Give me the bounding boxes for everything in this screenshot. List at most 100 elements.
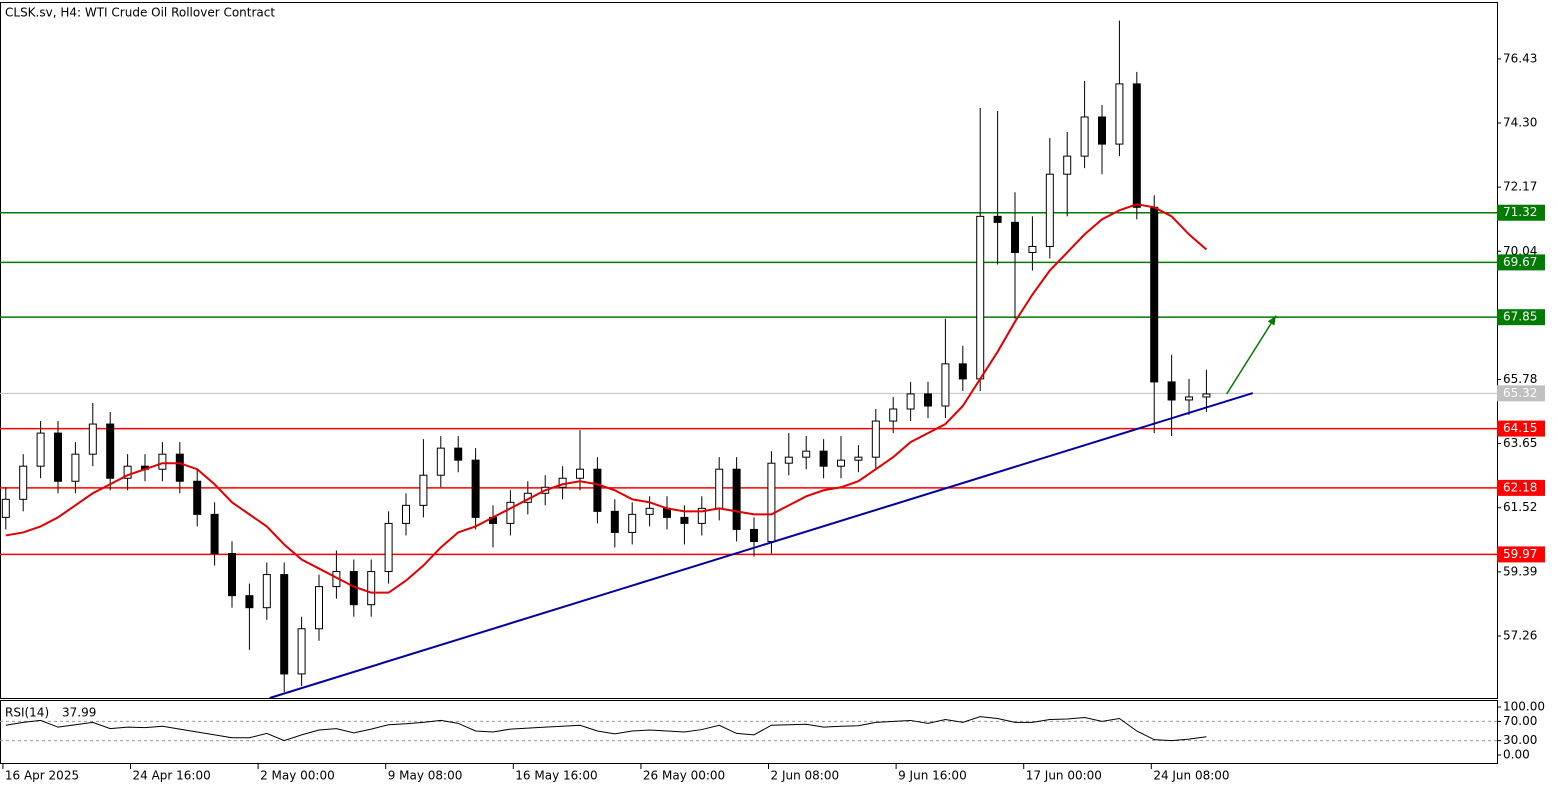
trendline xyxy=(269,392,1254,699)
level-label: 64.15 xyxy=(1503,421,1537,435)
candle-body xyxy=(1011,221,1020,253)
main-pane xyxy=(0,2,1498,699)
candle-body xyxy=(854,456,863,461)
candle-body xyxy=(1028,245,1037,253)
rsi-line xyxy=(5,716,1207,742)
candle-body xyxy=(1063,155,1072,175)
level-label: 62.18 xyxy=(1503,480,1537,494)
candle-body xyxy=(54,432,63,482)
candle-body xyxy=(315,586,324,630)
candle-body xyxy=(384,522,393,573)
y-tick-label: 63.65 xyxy=(1503,436,1537,450)
candle-body xyxy=(71,453,80,482)
candle-body xyxy=(506,501,515,524)
y-tick-label: 72.17 xyxy=(1503,180,1537,194)
x-tick-label: 9 May 08:00 xyxy=(388,769,463,783)
candle-body xyxy=(871,420,880,458)
chart-title: CLSK.sv, H4: WTI Crude Oil Rollover Cont… xyxy=(5,6,275,20)
candle-body xyxy=(367,571,376,606)
level-tag xyxy=(1497,254,1545,271)
candle-body xyxy=(123,465,132,479)
candle-body xyxy=(454,447,463,461)
candle-body xyxy=(280,574,289,675)
x-tick-label: 24 Jun 08:00 xyxy=(1153,769,1229,783)
candle-body xyxy=(1098,116,1107,145)
candle-body xyxy=(750,528,759,542)
rsi-name: RSI(14) xyxy=(5,706,49,720)
candle-body xyxy=(976,215,985,380)
candle-body xyxy=(837,459,846,467)
x-tick-label: 16 Apr 2025 xyxy=(5,769,79,783)
candle-body xyxy=(802,450,811,458)
candle-body xyxy=(262,574,271,609)
y-tick-label: 57.26 xyxy=(1503,628,1537,642)
candle-body xyxy=(697,507,706,524)
candle-body xyxy=(1185,396,1194,401)
x-tick-label: 9 Jun 16:00 xyxy=(898,769,967,783)
candle-body xyxy=(106,423,115,479)
y-tick-label: 65.78 xyxy=(1503,372,1537,386)
candle-body xyxy=(1115,83,1124,145)
candle-body xyxy=(228,553,237,597)
candle-body xyxy=(19,465,28,500)
candle-body xyxy=(1150,206,1159,383)
candle-body xyxy=(715,468,724,509)
candle-body xyxy=(610,510,619,533)
candle-body xyxy=(1045,173,1054,247)
level-label: 65.32 xyxy=(1503,386,1537,400)
candle-body xyxy=(732,468,741,530)
candle-body xyxy=(993,215,1002,223)
rsi-tick-label: 0.00 xyxy=(1503,748,1530,762)
rsi-tick-label: 70.00 xyxy=(1503,714,1537,728)
candle-body xyxy=(1167,381,1176,401)
candle-body xyxy=(193,480,202,515)
y-tick-label: 61.52 xyxy=(1503,500,1537,514)
x-tick-label: 2 Jun 08:00 xyxy=(771,769,840,783)
candle-body xyxy=(645,507,654,515)
level-tag xyxy=(1497,204,1545,221)
moving-average xyxy=(5,203,1208,594)
x-tick-label: 26 May 00:00 xyxy=(643,769,725,783)
candle-body xyxy=(1080,116,1089,157)
candle-body xyxy=(471,459,480,518)
candle-body xyxy=(576,468,585,479)
candle-body xyxy=(958,363,967,380)
level-tag xyxy=(1497,385,1545,402)
candle-body xyxy=(680,516,689,524)
candle-body xyxy=(297,628,306,675)
level-label: 69.67 xyxy=(1503,255,1537,269)
level-label: 59.97 xyxy=(1503,547,1537,561)
candle-body xyxy=(941,363,950,407)
candle-body xyxy=(593,468,602,512)
candle-body xyxy=(245,595,254,609)
rsi-tick-label: 100.00 xyxy=(1503,700,1545,714)
arrow xyxy=(1226,315,1277,395)
candle-body xyxy=(924,393,933,407)
candle-body xyxy=(1202,393,1211,398)
candle-body xyxy=(1132,83,1141,208)
candle-body xyxy=(767,462,776,542)
candle-body xyxy=(158,453,167,470)
candle-body xyxy=(628,513,637,533)
candle-body xyxy=(402,504,411,524)
x-tick-label: 16 May 16:00 xyxy=(515,769,597,783)
x-tick-label: 24 Apr 16:00 xyxy=(133,769,211,783)
candle-body xyxy=(88,423,97,455)
level-tag xyxy=(1497,479,1545,496)
candle-body xyxy=(906,393,915,410)
level-tag xyxy=(1497,309,1545,326)
candle-body xyxy=(784,456,793,464)
level-tag xyxy=(1497,546,1545,563)
candle-body xyxy=(419,474,428,506)
level-label: 71.32 xyxy=(1503,205,1537,219)
rsi-pane xyxy=(0,700,1498,764)
candle-body xyxy=(889,408,898,422)
candle-body xyxy=(436,447,445,476)
y-tick-label: 76.43 xyxy=(1503,51,1537,65)
plot: 76.43 74.30 72.17 70.04 65.78 63.65 61.52 59.39… xyxy=(0,20,1545,783)
x-tick-label: 2 May 00:00 xyxy=(260,769,335,783)
y-tick-label: 59.39 xyxy=(1503,564,1537,578)
y-tick-label: 70.04 xyxy=(1503,244,1537,258)
